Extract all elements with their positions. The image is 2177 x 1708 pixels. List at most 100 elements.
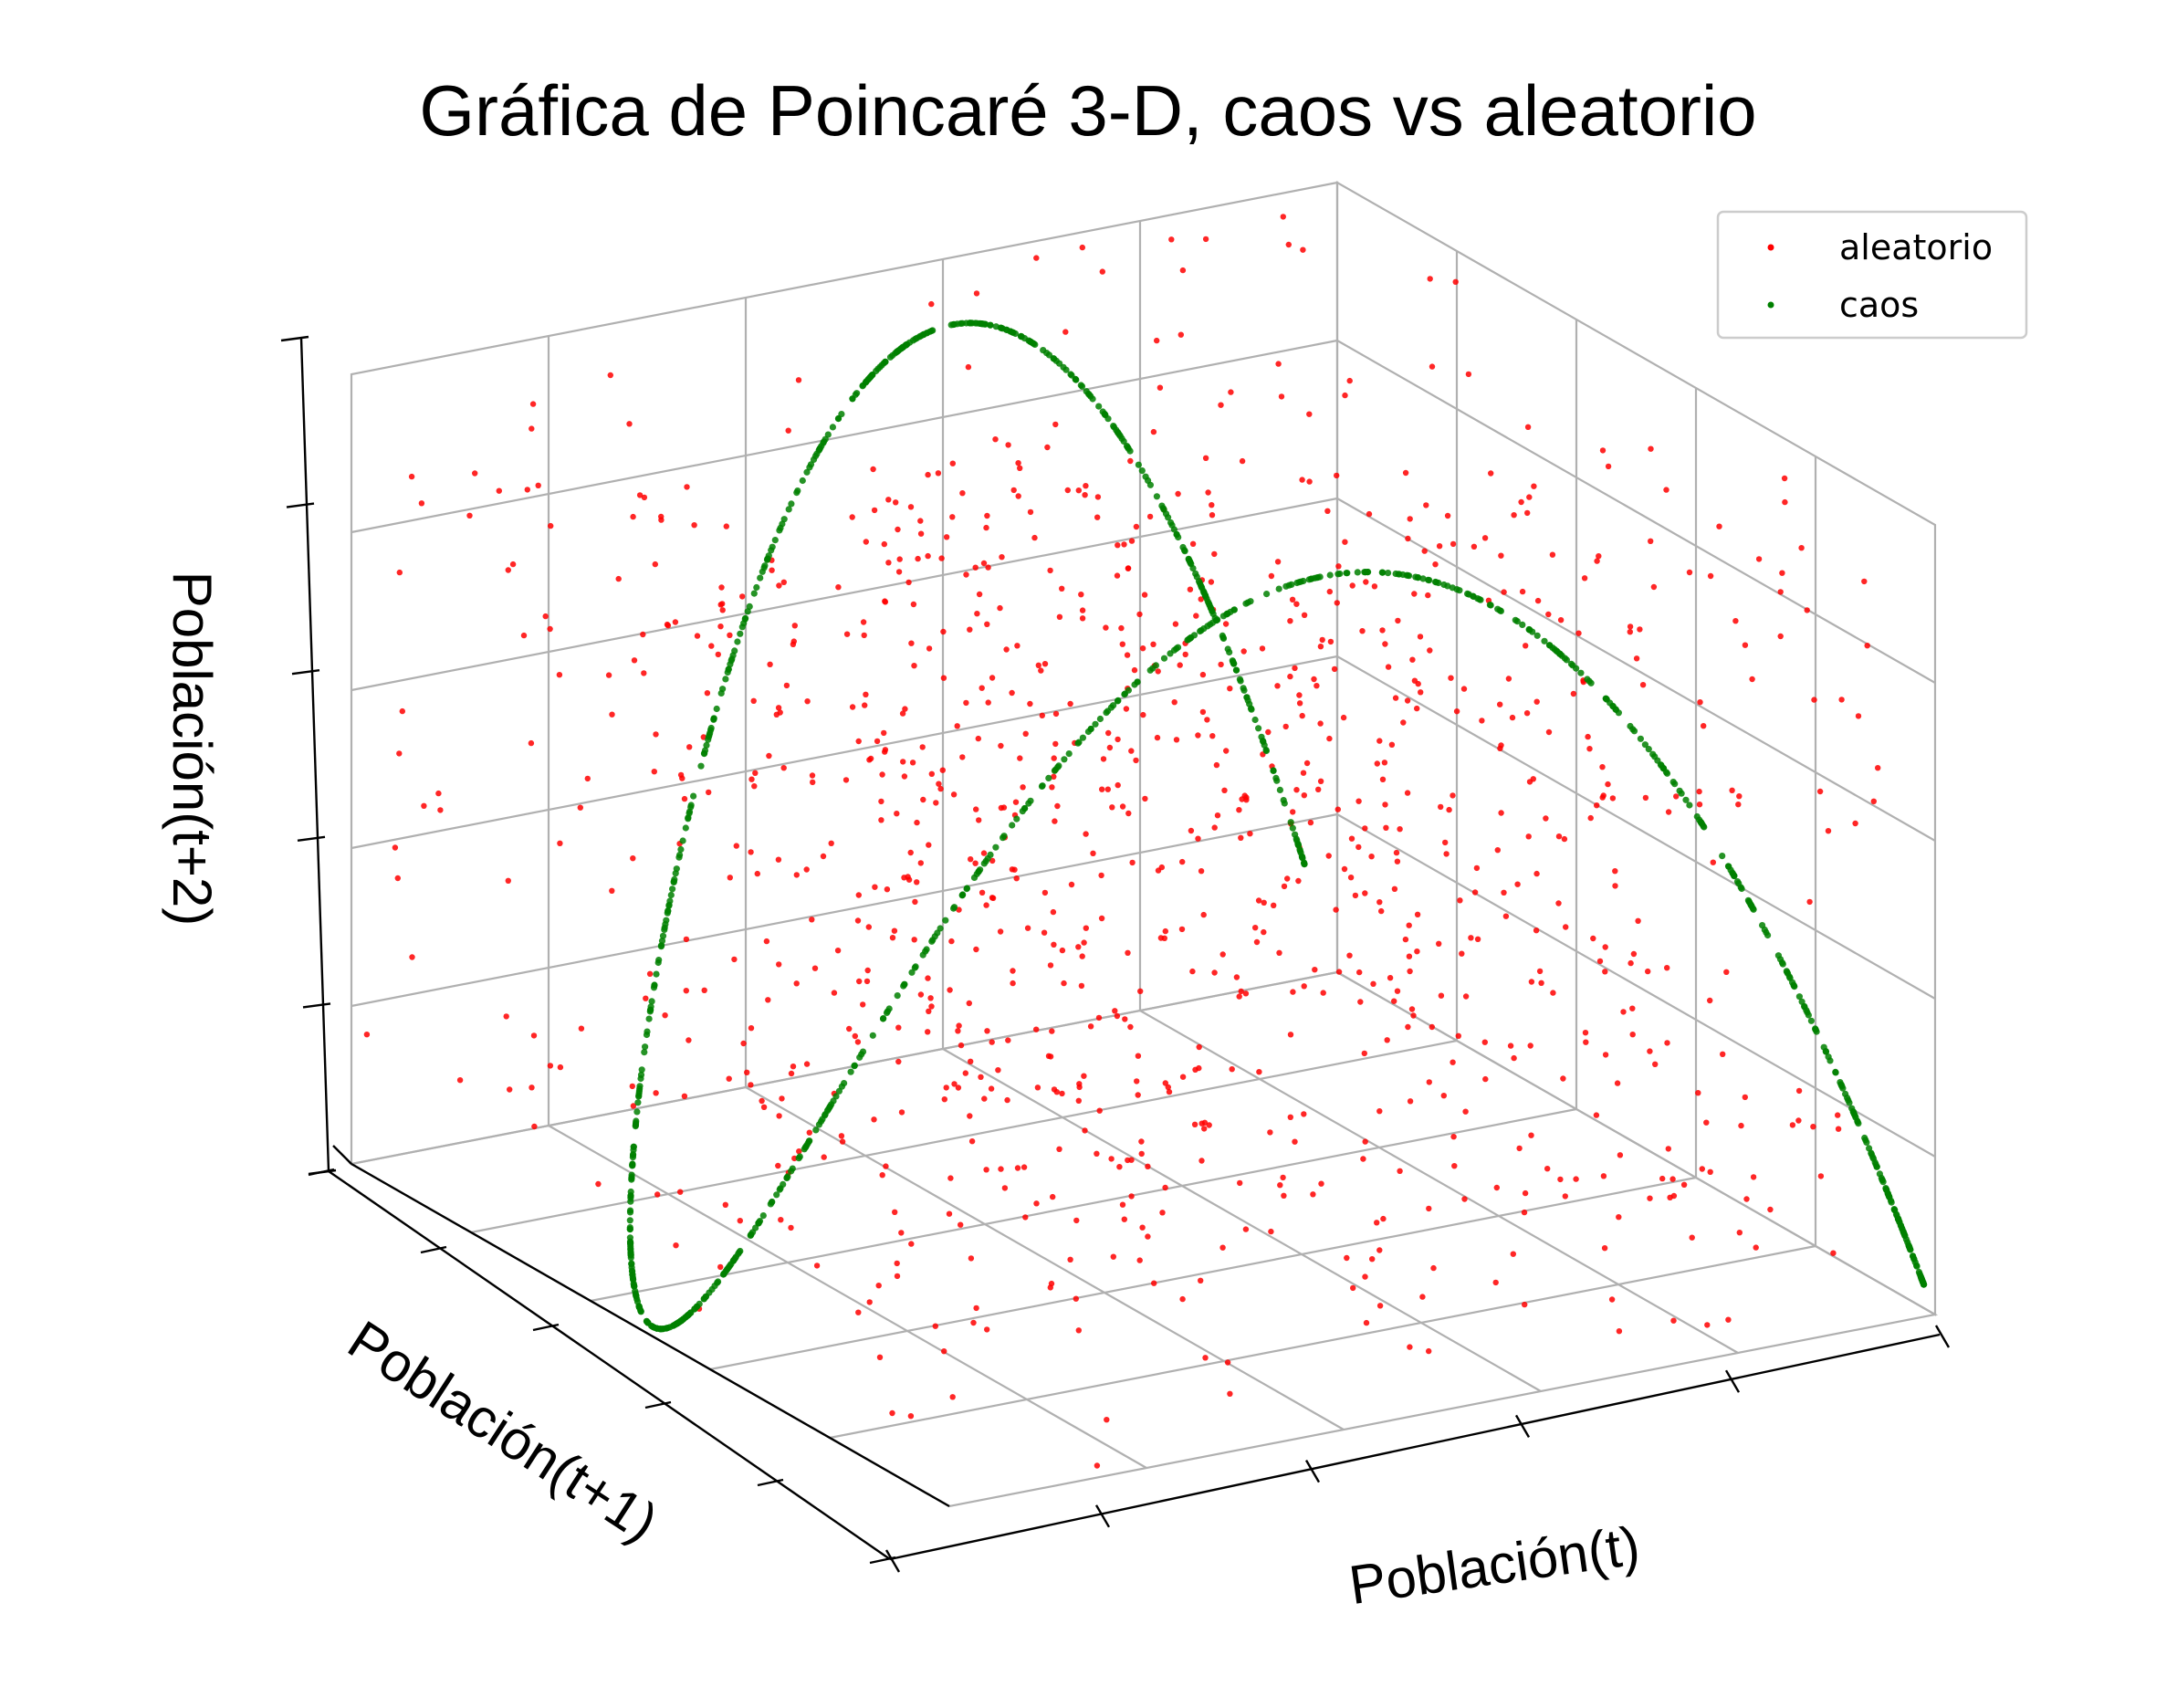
- point-aleatorio: [878, 798, 884, 805]
- point-aleatorio: [917, 991, 925, 998]
- point-aleatorio: [1633, 655, 1640, 662]
- point-aleatorio: [1450, 1059, 1456, 1065]
- point-aleatorio: [831, 990, 838, 996]
- point-aleatorio: [1407, 1344, 1413, 1350]
- series-aleatorio: [363, 214, 1881, 1469]
- point-caos: [696, 1300, 703, 1307]
- point-aleatorio: [1124, 652, 1131, 658]
- point-aleatorio: [1301, 1111, 1307, 1117]
- point-aleatorio: [1115, 781, 1121, 789]
- point-aleatorio: [1317, 720, 1324, 727]
- point-caos: [869, 1032, 876, 1039]
- point-aleatorio: [1473, 864, 1481, 872]
- point-aleatorio: [1268, 1228, 1274, 1235]
- point-aleatorio: [895, 1058, 902, 1065]
- point-aleatorio: [1128, 538, 1136, 544]
- point-aleatorio: [806, 1129, 812, 1136]
- point-aleatorio: [363, 1032, 371, 1038]
- point-caos: [1051, 767, 1058, 774]
- point-aleatorio: [1073, 1295, 1080, 1302]
- point-aleatorio: [1349, 582, 1355, 589]
- point-caos: [1158, 502, 1166, 509]
- point-aleatorio: [1647, 1195, 1653, 1201]
- point-aleatorio: [748, 849, 754, 855]
- point-aleatorio: [983, 524, 989, 531]
- point-aleatorio: [1094, 494, 1102, 500]
- point-caos: [880, 1015, 887, 1022]
- point-aleatorio: [1382, 641, 1388, 647]
- point-aleatorio: [1275, 361, 1282, 367]
- point-aleatorio: [1010, 980, 1016, 987]
- point-aleatorio: [975, 735, 982, 742]
- point-aleatorio: [1211, 969, 1218, 976]
- point-aleatorio: [1767, 1206, 1774, 1213]
- point-aleatorio: [828, 840, 834, 846]
- point-aleatorio: [1083, 831, 1089, 837]
- point-aleatorio: [1299, 477, 1305, 483]
- point-aleatorio: [954, 723, 960, 729]
- point-caos: [1426, 577, 1433, 584]
- point-aleatorio: [1346, 377, 1353, 384]
- point-aleatorio: [1079, 953, 1085, 959]
- point-aleatorio: [1177, 662, 1183, 668]
- point-aleatorio: [1526, 494, 1533, 500]
- point-aleatorio: [1150, 641, 1157, 647]
- point-aleatorio: [1363, 1319, 1370, 1326]
- point-caos: [1487, 602, 1494, 609]
- point-aleatorio: [1612, 883, 1618, 889]
- point-aleatorio: [878, 817, 884, 823]
- point-aleatorio: [726, 1075, 732, 1082]
- point-aleatorio: [409, 954, 415, 960]
- x-tick-5: [1934, 1325, 1951, 1348]
- point-aleatorio: [863, 539, 869, 545]
- point-aleatorio: [1507, 1043, 1514, 1049]
- point-caos: [1208, 604, 1215, 613]
- point-aleatorio: [855, 892, 862, 898]
- point-caos: [829, 424, 837, 431]
- point-aleatorio: [531, 1123, 538, 1130]
- point-aleatorio: [908, 1241, 915, 1247]
- point-aleatorio: [1835, 1126, 1842, 1132]
- y-axis-stub: [332, 1145, 352, 1165]
- point-aleatorio: [1536, 968, 1544, 975]
- point-aleatorio: [1465, 371, 1472, 378]
- point-aleatorio: [1528, 1132, 1534, 1138]
- point-caos: [642, 1043, 649, 1051]
- point-caos: [1845, 1096, 1852, 1104]
- point-aleatorio: [1777, 589, 1784, 595]
- point-caos: [1879, 1176, 1886, 1184]
- point-aleatorio: [1038, 667, 1044, 674]
- point-aleatorio: [1370, 980, 1376, 988]
- point-aleatorio: [1024, 925, 1031, 931]
- point-aleatorio: [1067, 1256, 1073, 1263]
- point-aleatorio: [1378, 907, 1385, 915]
- point-aleatorio: [1795, 1117, 1802, 1124]
- point-caos: [900, 982, 907, 990]
- point-caos: [1837, 1079, 1844, 1086]
- legend-label-caos: caos: [1839, 285, 1919, 325]
- point-aleatorio: [899, 710, 906, 717]
- point-aleatorio: [995, 1067, 1001, 1074]
- point-aleatorio: [1400, 719, 1407, 726]
- point-aleatorio: [1665, 1146, 1672, 1152]
- point-aleatorio: [1394, 988, 1401, 994]
- point-aleatorio: [1704, 1322, 1711, 1328]
- point-aleatorio: [1287, 618, 1293, 624]
- point-caos: [1244, 599, 1251, 606]
- point-aleatorio: [911, 663, 917, 669]
- point-aleatorio: [1471, 889, 1479, 896]
- point-aleatorio: [1599, 764, 1606, 770]
- point-aleatorio: [1292, 1138, 1298, 1145]
- point-aleatorio: [1128, 1193, 1135, 1200]
- point-caos: [759, 568, 766, 575]
- point-caos: [705, 736, 712, 743]
- point-aleatorio: [1355, 844, 1362, 851]
- point-aleatorio: [766, 752, 772, 760]
- point-aleatorio: [1209, 512, 1216, 519]
- point-aleatorio: [1510, 1251, 1517, 1257]
- point-aleatorio: [895, 1024, 902, 1031]
- point-aleatorio: [769, 567, 775, 573]
- point-aleatorio: [418, 500, 425, 507]
- point-aleatorio: [968, 1058, 974, 1065]
- point-caos: [653, 970, 660, 978]
